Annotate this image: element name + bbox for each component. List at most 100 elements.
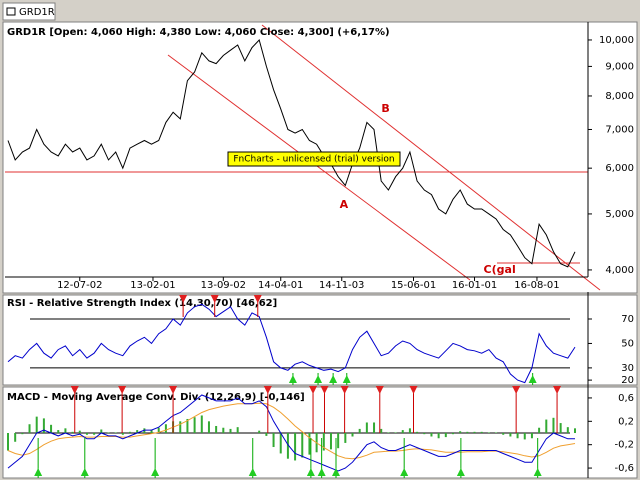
histogram-bar [301,433,304,458]
annotation: A [340,198,349,211]
histogram-bar [322,433,325,451]
histogram-bar [279,433,282,454]
histogram-bar [78,430,81,433]
histogram-bar [179,421,182,433]
buy-signal [306,468,315,476]
histogram-bar [222,427,225,433]
watermark: FnCharts - unlicensed (trial) version [233,155,394,165]
histogram-bar [186,418,189,433]
buy-signal [329,375,338,383]
y-tick-label: 5,000 [605,209,634,220]
histogram-bar [437,433,440,439]
sell-signal [169,386,178,394]
buy-signal [400,468,409,476]
histogram-bar [387,432,390,433]
buy-signal [80,468,89,476]
histogram-bar [14,433,17,442]
histogram-bar [236,427,239,433]
histogram-bar [272,433,275,448]
macd-panel: 0,6 0,2 -0,2 -0,6 MACD - Moving Average Conv… [2,383,638,479]
histogram-bar [294,433,297,461]
histogram-bar [473,431,476,433]
tab-icon [6,7,16,16]
histogram-bar [523,433,526,440]
histogram-bar [394,432,397,433]
histogram-bar [50,424,53,433]
sell-signal [375,386,384,394]
histogram-bar [559,423,562,433]
histogram-bar [509,433,512,437]
sell-signal [409,386,418,394]
histogram-bar [373,422,376,433]
x-tick-label: 15-06-01 [391,280,436,291]
y-tick-label: 4,000 [605,265,634,276]
histogram-bar [337,433,340,449]
buy-signal [34,468,43,476]
histogram-bar [487,432,490,433]
histogram-bar [466,431,469,433]
histogram-bar [164,424,167,433]
y-tick-label: 9,000 [605,61,634,72]
annotation: C(gal [484,263,516,276]
histogram-bar [7,433,9,451]
histogram-bar [121,433,124,435]
channel-lower [167,54,471,281]
y-tick-label: 8,000 [605,91,634,102]
sell-signal [118,386,127,394]
buy-signal [248,468,257,476]
histogram-bar [85,433,88,435]
histogram-bar [42,418,45,433]
tab-label[interactable]: GRD1R [19,7,55,18]
watermark-box [227,151,401,167]
histogram-bar [329,433,332,450]
series-line [7,394,575,472]
sell-signal [512,386,521,394]
histogram-bar [574,428,576,433]
histogram-bar [344,433,347,443]
y-tick-label: -0,2 [614,440,634,451]
y-tick-label: 0,6 [618,393,634,404]
histogram-bar [358,428,361,433]
buy-signal [317,468,326,476]
histogram-bar [157,427,160,433]
x-tick-label: 16-01-01 [452,280,497,291]
sell-signal [340,386,349,394]
y-tick-label: 70 [621,314,634,325]
tab-bar [0,0,640,21]
histogram-bar [28,424,31,433]
y-tick-label: 30 [621,363,634,374]
sell-signal [253,295,262,303]
histogram-bar [408,428,411,433]
tab[interactable] [2,2,56,21]
x-tick-label: 13-02-01 [130,280,175,291]
histogram-bar [480,431,483,433]
histogram-bar [129,431,132,433]
panel-title: GRD1R [Open: 4,060 High: 4,380 Low: 4,06… [7,27,390,38]
buy-signal [314,375,323,383]
x-tick-label: 14-04-01 [258,280,303,291]
buy-signal [342,375,351,383]
annotation: B [381,102,389,115]
histogram-bar [71,431,74,433]
histogram-bar [64,428,67,433]
histogram-bar [193,417,196,433]
histogram-bar [423,433,426,435]
y-tick-label: 20 [621,375,634,386]
histogram-bar [200,415,203,433]
histogram-bar [100,429,103,433]
histogram-bar [229,428,232,433]
sell-signal [309,386,318,394]
histogram-bar [451,433,454,435]
histogram-bar [21,433,24,435]
y-tick-label: 10,000 [599,35,634,46]
sell-signal [553,386,562,394]
x-tick-label: 16-08-01 [514,280,559,291]
sell-signal [263,386,272,394]
histogram-bar [495,432,498,433]
y-tick-label: 6,000 [605,163,634,174]
histogram-bar [143,428,146,433]
histogram-bar [265,433,268,436]
x-tick-label: 12-07-02 [57,280,102,291]
histogram-bar [35,416,38,433]
